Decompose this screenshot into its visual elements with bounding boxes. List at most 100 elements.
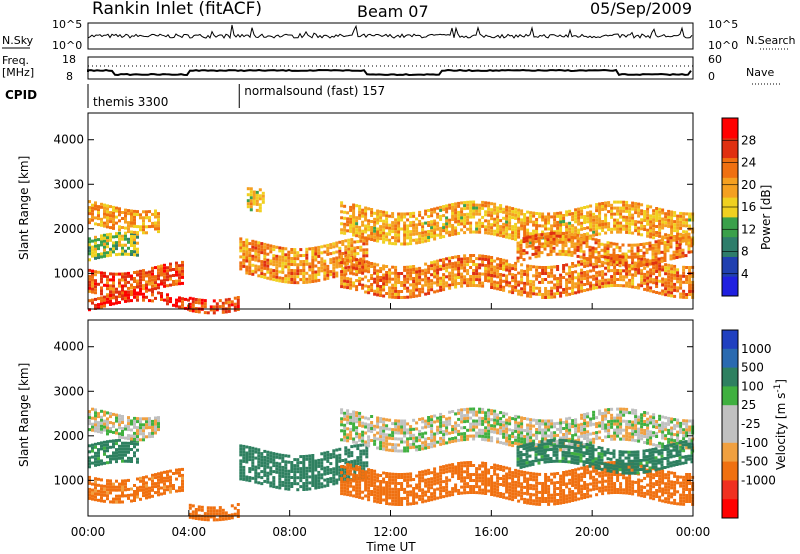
heatmap-cell xyxy=(598,436,602,440)
heatmap-cell xyxy=(97,448,100,452)
heatmap-cell xyxy=(598,205,602,209)
heatmap-cell xyxy=(514,420,518,424)
heatmap-cell xyxy=(409,289,413,293)
heatmap-cell xyxy=(640,281,644,285)
heatmap-cell xyxy=(466,278,470,282)
heatmap-cell xyxy=(544,242,548,246)
heatmap-cell xyxy=(573,242,577,246)
heatmap-cell xyxy=(281,270,285,274)
heatmap-cell xyxy=(460,284,464,288)
heatmap-cell xyxy=(376,425,380,429)
heatmap-cell xyxy=(580,215,584,219)
heatmap-cell xyxy=(130,244,133,247)
heatmap-cell xyxy=(634,202,638,206)
heatmap-cell xyxy=(651,243,655,247)
heatmap-cell xyxy=(385,232,389,236)
heatmap-cell xyxy=(508,419,512,423)
heatmap-cell xyxy=(206,515,210,519)
heatmap-cell xyxy=(561,246,565,250)
heatmap-cell xyxy=(332,470,336,474)
heatmap-cell xyxy=(604,231,608,235)
heatmap-cell xyxy=(586,226,590,230)
heatmap-cell xyxy=(400,422,404,426)
heatmap-cell xyxy=(145,493,148,497)
heatmap-cell xyxy=(603,255,607,259)
heatmap-cell xyxy=(466,221,470,225)
heatmap-cell xyxy=(212,311,216,315)
heatmap-cell xyxy=(346,211,350,215)
heatmap-cell xyxy=(412,286,416,289)
heatmap-cell xyxy=(576,248,580,252)
heatmap-cell xyxy=(484,210,488,214)
heatmap-cell xyxy=(154,476,157,480)
heatmap-cell xyxy=(157,475,160,479)
heatmap-cell xyxy=(261,194,265,198)
heatmap-cell xyxy=(427,215,431,218)
heatmap-cell xyxy=(601,424,605,427)
heatmap-cell xyxy=(305,280,309,284)
heatmap-cell xyxy=(136,273,139,277)
heatmap-cell xyxy=(172,487,175,490)
heatmap-cell xyxy=(583,265,587,268)
heatmap-cell xyxy=(181,263,184,267)
heatmap-cell xyxy=(266,267,270,271)
heatmap-cell xyxy=(490,214,494,218)
heatmap-cell xyxy=(565,435,569,439)
heatmap-cell xyxy=(625,227,629,231)
heatmap-cell xyxy=(115,460,118,464)
heatmap-cell xyxy=(100,274,103,278)
heatmap-cell xyxy=(685,230,689,234)
heatmap-cell xyxy=(245,256,249,260)
heatmap-cell xyxy=(352,233,356,237)
heatmap-cell xyxy=(571,274,575,277)
heatmap-cell xyxy=(544,278,548,281)
heatmap-cell xyxy=(302,455,306,458)
heatmap-cell xyxy=(367,444,371,448)
heatmap-cell xyxy=(619,224,623,228)
heatmap-cell xyxy=(106,222,109,226)
heatmap-cell xyxy=(254,447,258,451)
heatmap-cell xyxy=(157,286,160,290)
heatmap-cell xyxy=(362,467,366,471)
heatmap-cell xyxy=(133,250,136,254)
heatmap-cell xyxy=(664,266,668,270)
heatmap-cell xyxy=(451,230,455,233)
heatmap-cell xyxy=(130,224,133,228)
heatmap-cell xyxy=(549,241,553,244)
heatmap-cell xyxy=(573,248,577,252)
heatmap-cell xyxy=(200,304,204,308)
heatmap-cell xyxy=(666,237,670,241)
heatmap-cell xyxy=(406,271,410,275)
heatmap-cell xyxy=(94,486,97,490)
heatmap-cell xyxy=(574,433,578,437)
heatmap-cell xyxy=(568,425,572,429)
heatmap-cell xyxy=(258,197,262,201)
heatmap-cell xyxy=(203,515,207,519)
heatmap-cell xyxy=(121,459,124,463)
heatmap-cell xyxy=(601,276,605,280)
heatmap-cell xyxy=(567,253,571,257)
heatmap-cell xyxy=(505,280,509,284)
heatmap-cell xyxy=(154,425,157,429)
heatmap-cell xyxy=(296,263,300,267)
heatmap-cell xyxy=(640,284,644,288)
heatmap-cell xyxy=(346,223,350,227)
heatmap-cell xyxy=(121,456,124,460)
heatmap-cell xyxy=(454,282,458,286)
heatmap-cell xyxy=(106,297,109,301)
heatmap-cell xyxy=(499,273,503,276)
heatmap-cell xyxy=(293,482,297,486)
heatmap-cell xyxy=(541,272,545,275)
heatmap-cell xyxy=(302,275,306,278)
heatmap-cell xyxy=(676,280,680,284)
heatmap-cell xyxy=(577,287,581,291)
heatmap-cell xyxy=(308,454,312,458)
heatmap-cell xyxy=(148,420,151,424)
heatmap-cell xyxy=(490,208,494,212)
heatmap-cell xyxy=(427,425,431,428)
heatmap-cell xyxy=(663,256,667,259)
heatmap-cell xyxy=(436,289,440,293)
heatmap-cell xyxy=(499,441,503,445)
heatmap-cell xyxy=(103,254,106,258)
